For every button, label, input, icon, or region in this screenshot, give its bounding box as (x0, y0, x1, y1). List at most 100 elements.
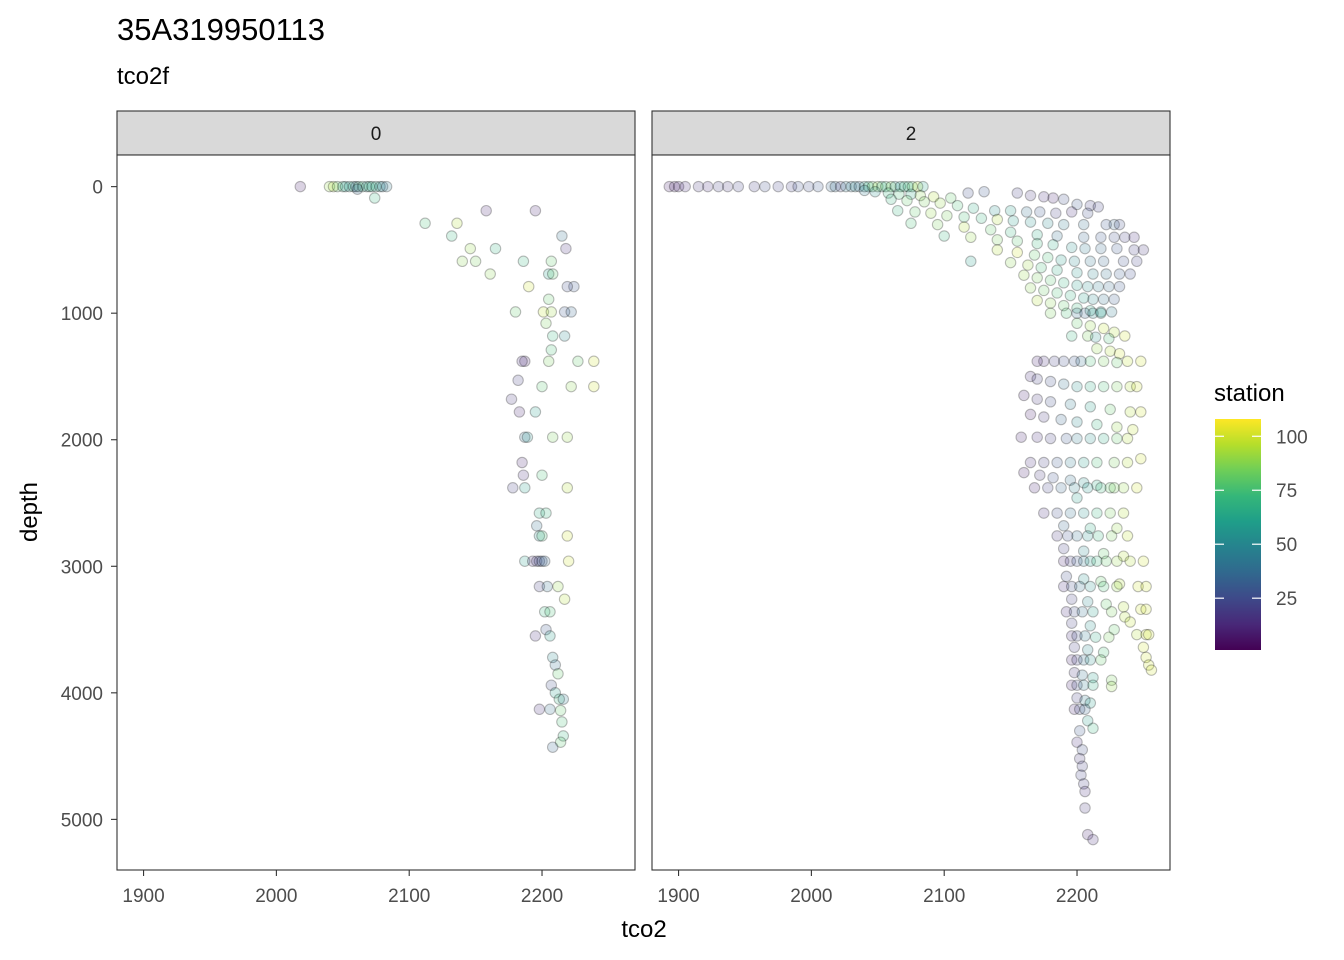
data-point (1068, 255, 1081, 268)
data-point (1111, 555, 1123, 567)
data-point (544, 703, 556, 716)
legend-title: station (1214, 380, 1285, 407)
data-point (530, 520, 543, 532)
data-point (1065, 241, 1078, 254)
data-point (1121, 456, 1134, 469)
data-point (1097, 293, 1110, 306)
data-point (1079, 307, 1091, 319)
data-point (1051, 507, 1063, 519)
data-point (1087, 679, 1099, 691)
data-point (469, 255, 482, 268)
legend-tick-label: 100 (1276, 427, 1308, 448)
data-point (560, 242, 572, 255)
data-point (549, 659, 562, 671)
data-point (533, 530, 546, 542)
data-point (517, 255, 530, 268)
x-axis: 1900 2000 2100 2200 (122, 870, 563, 907)
data-point (1042, 482, 1054, 494)
data-point (901, 194, 913, 207)
data-point (1022, 259, 1034, 271)
data-point (967, 202, 980, 214)
data-point (374, 180, 386, 193)
data-point (370, 180, 382, 193)
data-point (565, 306, 577, 318)
data-point (712, 180, 725, 193)
y-tick-label: 2000 (61, 431, 103, 452)
data-point (1038, 284, 1050, 297)
data-point (542, 355, 555, 368)
data-point (533, 580, 546, 593)
data-point (1051, 456, 1063, 469)
data-point (1095, 654, 1107, 666)
data-point (1111, 242, 1123, 255)
data-point (337, 180, 349, 193)
data-point (1087, 671, 1099, 684)
data-point (1044, 432, 1057, 445)
data-point (1145, 664, 1158, 676)
data-point (792, 180, 804, 193)
data-point (1038, 507, 1050, 519)
data-point (829, 180, 842, 193)
data-point (1091, 555, 1103, 567)
data-point (1111, 580, 1123, 593)
data-point (1084, 320, 1097, 332)
x-tick-label: 1900 (657, 886, 699, 907)
data-point (1004, 256, 1017, 269)
data-point (1097, 380, 1110, 393)
data-point (1124, 616, 1136, 628)
data-point (1097, 432, 1110, 445)
data-point (1071, 492, 1083, 504)
data-point (546, 431, 559, 443)
data-point (1095, 482, 1107, 494)
data-point (1047, 239, 1059, 251)
data-point (845, 180, 857, 193)
data-point (366, 180, 378, 193)
data-point (1100, 218, 1112, 231)
data-point (1031, 237, 1043, 250)
data-point (880, 180, 892, 193)
facet-panel-2: 2 1900 2000 2100 2200 (651, 110, 1171, 907)
data-point (1034, 206, 1046, 218)
data-point (853, 180, 865, 193)
data-point (759, 180, 771, 193)
data-point (1092, 280, 1105, 293)
data-point (858, 180, 871, 193)
data-point (1121, 355, 1134, 368)
x-tick-label: 1900 (122, 886, 164, 907)
data-point (1077, 778, 1090, 790)
data-point (347, 180, 360, 193)
data-point (978, 185, 990, 198)
data-point (1073, 752, 1086, 765)
data-point (1100, 598, 1112, 610)
data-point (533, 703, 546, 716)
data-point (1051, 530, 1063, 542)
data-point (1076, 606, 1089, 618)
data-point (1084, 401, 1097, 413)
data-point (1065, 630, 1078, 642)
data-point (538, 555, 551, 567)
data-point (1077, 545, 1090, 557)
data-point (962, 187, 974, 199)
data-point (1064, 474, 1077, 486)
data-point (1057, 355, 1070, 368)
data-point (1065, 679, 1078, 691)
data-point (1137, 555, 1150, 567)
data-point (1103, 631, 1115, 643)
data-point (368, 192, 381, 204)
data-point (1079, 630, 1091, 642)
data-point (323, 180, 336, 193)
data-point (1028, 249, 1041, 261)
data-point (1055, 482, 1067, 494)
data-point (352, 180, 365, 193)
data-point (1119, 330, 1131, 342)
data-point (1079, 785, 1091, 798)
data-point (1076, 760, 1089, 772)
x-tick-label: 2100 (388, 886, 430, 907)
data-point (1018, 466, 1030, 479)
data-point (938, 230, 950, 242)
data-point (772, 180, 784, 193)
data-point (893, 188, 905, 200)
data-point (536, 555, 548, 567)
data-point (545, 679, 558, 691)
data-point (1097, 547, 1110, 560)
